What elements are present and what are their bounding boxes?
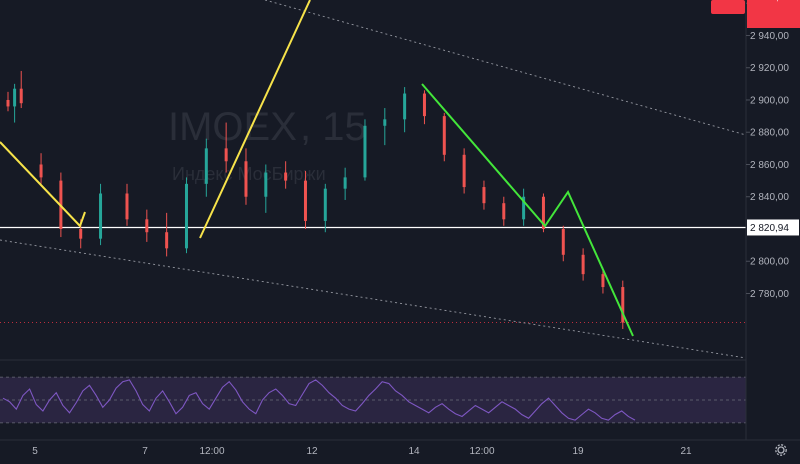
price-tick-label: 2 840,00	[750, 192, 789, 203]
price-tick-label: 2 880,00	[750, 128, 789, 139]
candle-body	[284, 172, 288, 181]
candle-body	[39, 164, 43, 178]
candle-body	[601, 274, 605, 288]
last-price-value-badge	[747, 0, 800, 28]
price-tick-label: 2 940,00	[750, 31, 789, 42]
candle-body	[581, 254, 585, 275]
last-price-value: 2 761,89	[751, 0, 790, 3]
last-price-badge: IMOEX 2 761,8904:38	[711, 0, 800, 28]
candle-body	[363, 125, 367, 178]
candle-body	[442, 116, 446, 155]
horizontal-level-badge	[747, 219, 799, 236]
time-tick-label: 19	[572, 446, 584, 457]
price-tick-label: 2 780,00	[750, 289, 789, 300]
rsi-pane[interactable]: 75,0050,0025,00	[0, 359, 777, 429]
yellow-trend-line-left	[0, 141, 86, 228]
candle-body	[79, 228, 83, 239]
price-tick-label: 2 800,00	[750, 257, 789, 268]
time-tick-label: 7	[142, 446, 148, 457]
candle-body	[343, 177, 347, 189]
time-tick-label: 5	[32, 446, 38, 457]
candle-body	[99, 193, 103, 239]
candle-body	[621, 287, 625, 323]
candle-body	[482, 187, 486, 204]
yellow-trend-line-right	[199, 0, 311, 239]
candle-body	[522, 196, 526, 220]
candle-body	[19, 88, 23, 104]
price-tick-label: 2 920,00	[750, 63, 789, 74]
last-price-countdown: 04:38	[755, 0, 780, 3]
candle-body	[224, 148, 228, 162]
candle-body	[502, 203, 506, 220]
time-tick-label: 21	[680, 446, 692, 457]
channel-upper-line	[264, 0, 747, 136]
candle-body	[13, 88, 17, 107]
candle-body	[422, 93, 426, 117]
last-price-symbol-badge	[711, 0, 745, 14]
watermark-comma-interval: , 15	[300, 105, 367, 149]
candle-body	[264, 172, 268, 197]
candle-body	[165, 232, 169, 249]
candle-body	[561, 228, 565, 255]
price-axis[interactable]: 2 960,002 940,002 920,002 900,002 880,00…	[745, 0, 800, 459]
time-tick-label: 14	[408, 446, 420, 457]
watermark-symbol: IMOEX	[168, 105, 297, 149]
candle-body	[244, 161, 248, 197]
drawing-layer-front	[0, 0, 634, 337]
channel-lower-line	[0, 239, 747, 359]
candle-body	[125, 193, 129, 220]
candle-body	[323, 188, 327, 221]
candle-body	[204, 148, 208, 184]
gear-icon[interactable]	[775, 444, 787, 456]
rsi-line	[2, 379, 636, 421]
horizontal-level-label: 2 820,94	[750, 223, 789, 234]
price-tick-label: 2 860,00	[750, 160, 789, 171]
candle-body	[403, 93, 407, 120]
candle-body	[145, 219, 149, 233]
price-tick-label: 2 900,00	[750, 95, 789, 106]
green-zigzag-line	[421, 83, 634, 337]
candle-body	[541, 196, 545, 229]
time-axis[interactable]: 5 7 12:00 12 14 12:00 19 21	[0, 439, 800, 457]
candle-body	[6, 99, 10, 107]
candle-body	[303, 180, 307, 221]
drawing-layer-back	[0, 0, 747, 359]
candle-body	[383, 119, 387, 126]
time-tick-label: 12:00	[469, 446, 494, 457]
last-price-symbol: IMOEX	[713, 0, 744, 3]
candle-body	[462, 154, 466, 188]
watermark-subtitle: Индекс МосБиржи	[172, 164, 326, 184]
time-tick-label: 12	[306, 446, 318, 457]
candle-body	[184, 183, 188, 249]
time-tick-label: 12:00	[199, 446, 224, 457]
